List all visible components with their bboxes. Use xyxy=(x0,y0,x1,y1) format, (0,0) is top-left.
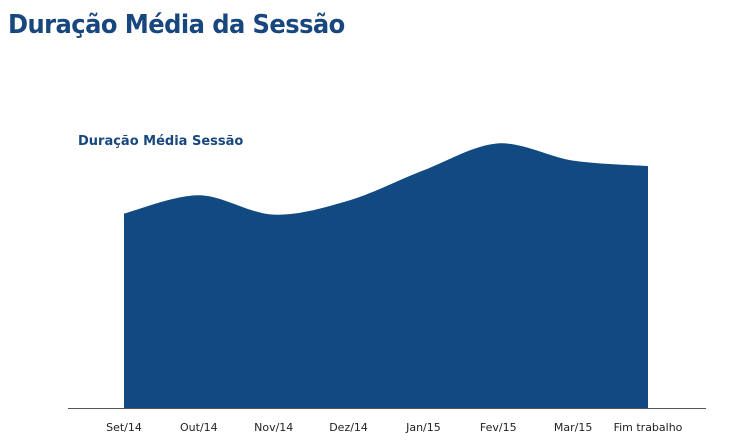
x-tick-label: Jan/15 xyxy=(405,421,441,434)
page-title: Duração Média da Sessão xyxy=(8,10,345,40)
x-tick-label: Fev/15 xyxy=(480,421,517,434)
x-axis-ticks: Set/14 Out/14 Nov/14 Dez/14 Jan/15 Fev/15 Mar/… xyxy=(106,421,683,434)
x-tick-label: Set/14 xyxy=(106,421,142,434)
chart-title: Duração Média Sessão xyxy=(78,134,244,149)
x-tick-label: Mar/15 xyxy=(554,421,592,434)
x-tick-label: Out/14 xyxy=(180,421,218,434)
x-tick-label: Fim trabalho xyxy=(614,421,683,434)
x-tick-label: Nov/14 xyxy=(254,421,293,434)
series-area xyxy=(124,143,648,408)
x-tick-label: Dez/14 xyxy=(329,421,368,434)
